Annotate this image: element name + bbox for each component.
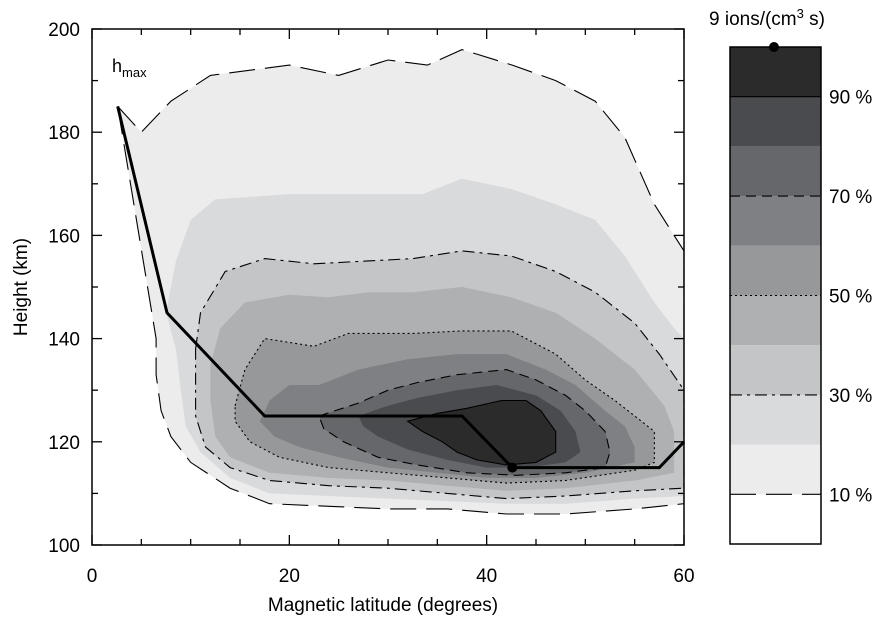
x-tick-label: 40 [476,566,497,587]
x-axis-ticks: 0 20 40 60 [87,29,695,587]
hmax-annotation-sub: max [122,65,147,80]
contour-fill-layer [117,49,684,514]
colorbar-band-90 [730,47,821,97]
colorbar-labels: 90 % 70 % 50 % 30 % 10 % [829,88,872,507]
contour-line-layer [116,49,684,515]
colorbar-band-10 [730,444,821,495]
y-axis-label: Height (km) [11,238,32,336]
colorbar-band-20 [730,394,821,445]
contour-line-70 [318,369,611,476]
colorbar-band-50 [730,245,821,296]
x-tick-label: 60 [673,566,694,587]
hmax-annotation: hmax [112,56,147,80]
colorbar-band-40 [730,295,821,346]
colorbar [730,42,821,544]
hmax-layer [116,106,686,473]
colorbar-label: 10 % [829,485,872,506]
hmax-annotation-main: h [112,56,122,76]
colorbar-band-0 [730,494,821,544]
colorbar-title: 9 ions/(cm3 s) [709,6,825,30]
y-tick-label: 100 [48,536,80,557]
contour-line-30 [195,250,684,500]
contour-line-90 [406,399,557,466]
contour-line-10 [116,49,684,515]
colorbar-title-sup: 3 [797,6,804,21]
y-tick-label: 200 [48,20,80,41]
colorbar-label: 90 % [829,88,872,109]
y-tick-label: 160 [48,226,80,247]
colorbar-label: 50 % [829,287,872,308]
colorbar-band-30 [730,345,821,395]
y-tick-label: 140 [48,330,80,351]
x-tick-label: 20 [279,566,300,587]
colorbar-band-70 [730,146,821,197]
colorbar-label: 70 % [829,187,872,208]
colorbar-band-60 [730,196,821,246]
colorbar-label: 30 % [829,386,872,407]
y-axis-ticks: 100 120 140 160 180 200 [48,20,684,557]
colorbar-frame [729,46,822,545]
colorbar-title-main: 9 ions/(cm [709,9,797,30]
x-tick-label: 0 [87,566,98,587]
colorbar-band-80 [730,96,821,147]
y-tick-label: 180 [48,123,80,144]
x-axis-label: Magnetic latitude (degrees) [268,595,498,616]
y-tick-label: 120 [48,433,80,454]
colorbar-title-end: s) [804,9,825,30]
hmax-line [116,106,686,470]
peak-marker [507,462,518,473]
contour-line-50 [234,330,655,484]
